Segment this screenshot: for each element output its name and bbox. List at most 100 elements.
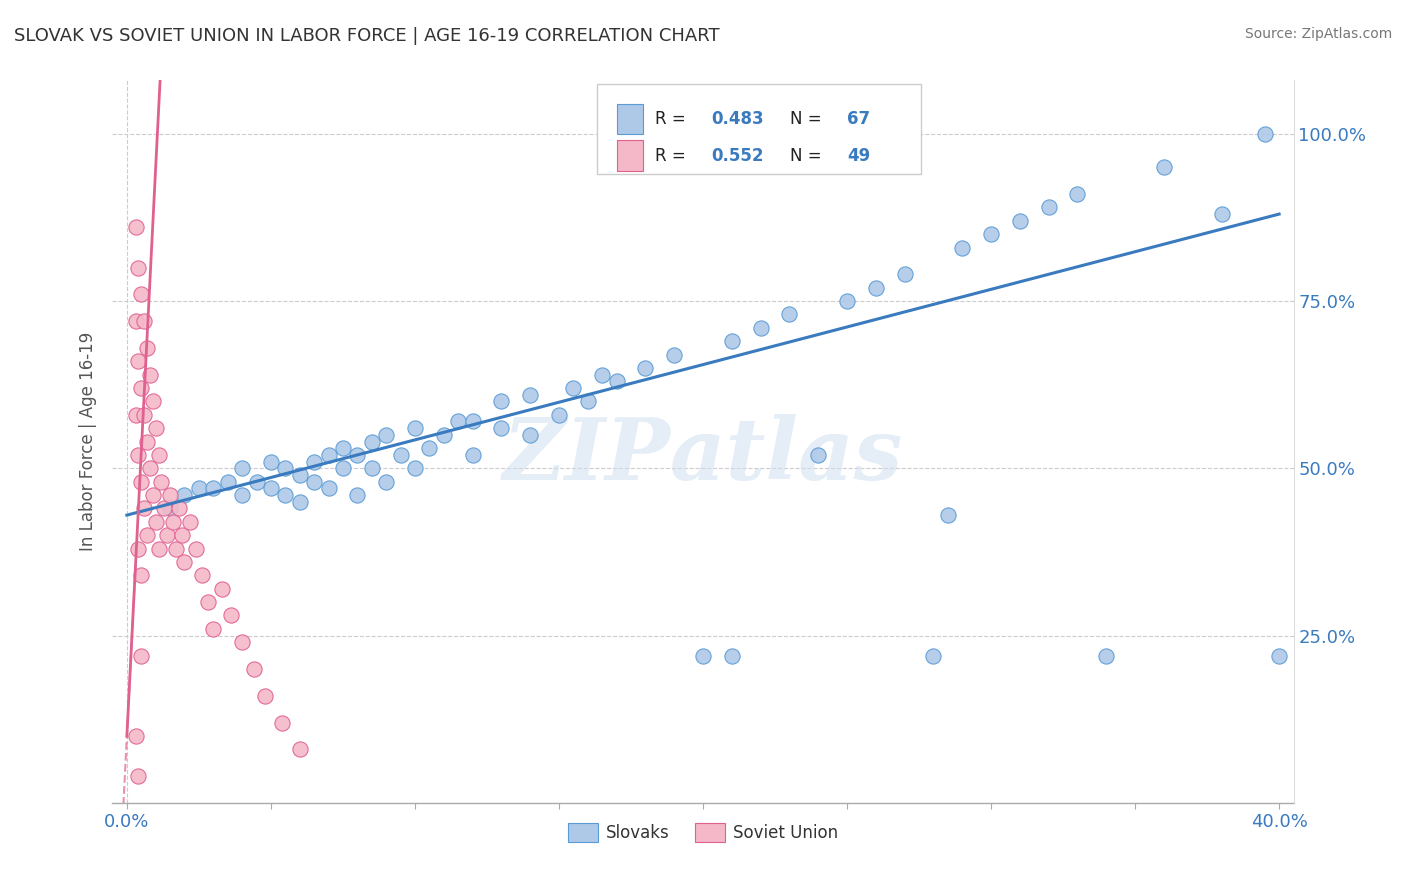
Point (404, 461, 426, 475)
Text: N =: N = (790, 110, 827, 128)
Point (591, 368, 613, 382)
Point (519, 427, 541, 442)
Point (219, 608, 242, 623)
Point (202, 482, 225, 496)
Text: 49: 49 (846, 146, 870, 165)
Text: 0.552: 0.552 (711, 146, 763, 165)
Text: R =: R = (655, 146, 690, 165)
Text: ZIP​atlas: ZIP​atlas (503, 414, 903, 498)
Point (332, 461, 354, 475)
Point (1095, 648, 1118, 663)
Point (302, 455, 325, 469)
Legend: Slovaks, Soviet Union: Slovaks, Soviet Union (561, 816, 845, 848)
Point (1211, 207, 1233, 221)
Point (519, 387, 541, 401)
Point (129, 287, 152, 301)
Point (134, 501, 156, 516)
Point (865, 281, 887, 295)
Point (129, 475, 152, 489)
Text: R =: R = (655, 110, 690, 128)
Point (375, 427, 398, 442)
FancyBboxPatch shape (617, 103, 643, 135)
Point (231, 488, 253, 502)
Point (548, 408, 571, 422)
Point (197, 595, 219, 609)
Point (127, 541, 149, 556)
Point (491, 394, 513, 409)
Point (142, 488, 165, 502)
Point (922, 648, 945, 663)
Text: 67: 67 (846, 110, 870, 128)
Point (893, 268, 915, 282)
Point (127, 769, 149, 783)
Point (129, 568, 152, 582)
Point (173, 488, 195, 502)
Point (332, 442, 354, 455)
Point (124, 314, 146, 328)
Point (1038, 201, 1060, 215)
Point (1254, 127, 1277, 141)
Point (127, 354, 149, 368)
Point (211, 582, 233, 596)
Point (231, 635, 253, 649)
Point (139, 368, 162, 382)
Point (231, 461, 253, 475)
Point (302, 475, 325, 489)
Text: 0.483: 0.483 (711, 110, 763, 128)
Point (346, 488, 368, 502)
Point (134, 314, 156, 328)
Point (129, 381, 152, 395)
Point (346, 448, 368, 462)
Point (318, 482, 340, 496)
Point (187, 482, 209, 496)
Point (288, 467, 311, 482)
Point (170, 528, 193, 542)
Point (288, 494, 311, 508)
Point (318, 448, 340, 462)
Text: SLOVAK VS SOVIET UNION IN LABOR FORCE | AGE 16-19 CORRELATION CHART: SLOVAK VS SOVIET UNION IN LABOR FORCE | … (14, 27, 720, 45)
Point (562, 381, 585, 395)
Point (1066, 187, 1088, 202)
Point (167, 501, 190, 516)
Point (360, 461, 382, 475)
Point (217, 475, 239, 489)
Point (274, 461, 297, 475)
Point (634, 361, 657, 376)
Point (145, 421, 167, 435)
Point (418, 442, 440, 455)
Point (156, 528, 179, 542)
Point (1153, 161, 1175, 175)
Point (433, 427, 456, 442)
Point (1008, 214, 1031, 228)
Point (139, 461, 162, 475)
Point (159, 488, 181, 502)
Point (145, 515, 167, 529)
Point (606, 375, 628, 389)
Point (136, 434, 159, 449)
Point (404, 421, 426, 435)
FancyBboxPatch shape (596, 84, 921, 174)
Point (260, 482, 283, 496)
Point (576, 394, 599, 409)
Point (173, 555, 195, 569)
Point (165, 541, 187, 556)
Point (245, 475, 267, 489)
Point (124, 729, 146, 743)
Point (129, 648, 152, 663)
Point (778, 307, 800, 322)
Point (274, 488, 297, 502)
Point (148, 448, 170, 462)
Point (254, 689, 277, 703)
Point (692, 648, 714, 663)
Point (950, 241, 973, 255)
Point (124, 220, 146, 235)
Point (179, 515, 201, 529)
Point (720, 648, 742, 663)
Point (134, 408, 156, 422)
Point (260, 455, 283, 469)
Point (461, 414, 484, 429)
Y-axis label: In Labor Force | Age 16-19: In Labor Force | Age 16-19 (79, 332, 97, 551)
Point (150, 475, 173, 489)
Point (148, 541, 170, 556)
Point (136, 528, 159, 542)
